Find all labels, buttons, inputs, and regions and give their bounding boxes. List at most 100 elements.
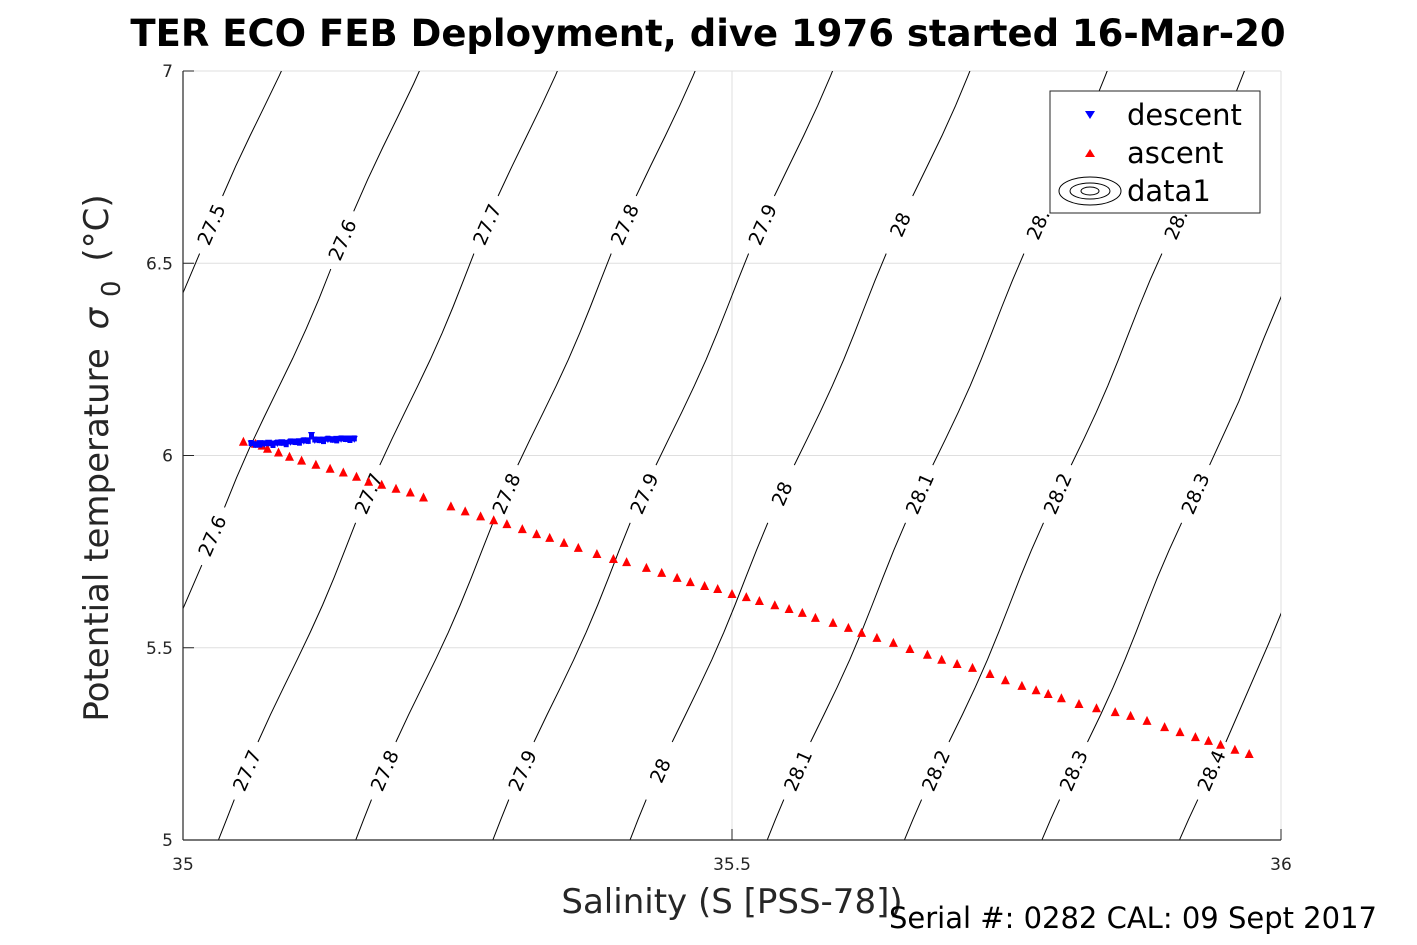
- ascent-point: [1160, 722, 1170, 732]
- legend-contour-icon: [1058, 176, 1122, 206]
- isopycnal-line: [224, 268, 332, 508]
- ascent-point: [608, 554, 618, 563]
- descent-point-fill: [321, 438, 326, 445]
- descent-point-fill: [351, 435, 357, 442]
- descent-point-fill: [309, 433, 314, 440]
- isopycnal-line: [379, 253, 475, 466]
- ascent-point: [446, 501, 456, 511]
- y-tick-label: 5.5: [146, 639, 173, 659]
- tick-labels: 5 5.5 6 6.5 7 35 35.5 36: [146, 62, 1292, 875]
- isopycnal-line: [932, 253, 1025, 466]
- serial-cal-footer: Serial #: 0282 CAL: 09 Sept 2017: [889, 901, 1377, 935]
- isopycnal-line: [395, 522, 494, 743]
- ascent-series: [238, 436, 1254, 758]
- ascent-point: [770, 600, 780, 610]
- ascent-point: [872, 632, 882, 642]
- ascent-point: [657, 567, 667, 577]
- y-axis-label-subscript: 0: [97, 280, 127, 297]
- isopycnal-line: [671, 522, 769, 743]
- descent-point-fill: [301, 437, 307, 444]
- ascent-point: [364, 476, 374, 486]
- ascent-point: [641, 562, 651, 572]
- y-tick-label: 7: [162, 62, 173, 82]
- isopycnal-line: [1070, 253, 1163, 466]
- descent-point-fill: [312, 436, 318, 443]
- descent-point-fill: [266, 440, 272, 447]
- ascent-point: [1092, 703, 1101, 713]
- isopycnal-line: [948, 522, 1044, 743]
- ascent-point: [476, 511, 486, 521]
- descent-point-fill: [248, 440, 254, 446]
- ascent-point: [700, 581, 710, 590]
- ascent-point: [1110, 707, 1120, 717]
- isopycnal-line: [655, 253, 750, 466]
- isopycnal-line: [257, 522, 357, 743]
- ascent-point: [828, 617, 838, 627]
- isopycnal-line: [1178, 799, 1199, 840]
- ascent-point: [338, 467, 348, 477]
- ascent-point: [685, 577, 695, 587]
- ascent-point: [727, 589, 737, 598]
- ascent-point: [325, 463, 335, 473]
- ascent-point: [285, 451, 294, 461]
- y-axis-label: Potential temperature σ 0 (°C): [77, 194, 127, 721]
- ascent-point: [1043, 689, 1053, 698]
- isopycnal-line: [912, 71, 971, 197]
- isopycnal-line: [766, 799, 785, 840]
- descent-point-fill: [334, 437, 340, 444]
- ascent-point: [797, 607, 807, 617]
- ascent-point: [532, 529, 542, 539]
- axes-frame: [182, 70, 1282, 841]
- ascent-point: [985, 669, 995, 678]
- ascent-point: [1126, 710, 1136, 720]
- ascent-point: [968, 662, 977, 672]
- ascent-point: [1175, 727, 1185, 737]
- ascent-point: [922, 649, 932, 659]
- y-tick-label: 6: [162, 447, 173, 467]
- descent-series: [247, 432, 358, 449]
- isopycnal-line: [903, 799, 923, 840]
- legend-ascent-label: ascent: [1127, 136, 1223, 170]
- descent-point-fill: [257, 441, 263, 448]
- ascent-point: [419, 492, 428, 502]
- legend-descent-label: descent: [1127, 98, 1242, 132]
- x-tick-label: 35: [172, 855, 194, 875]
- legend: descent ascent data1: [1049, 90, 1261, 214]
- ascent-point: [622, 557, 632, 567]
- ascent-point: [1216, 739, 1226, 749]
- ascent-point: [713, 584, 723, 593]
- isopycnal-line: [635, 71, 696, 197]
- ascent-point: [741, 592, 751, 602]
- ascent-point: [1190, 732, 1200, 742]
- isopycnal-line: [492, 799, 510, 840]
- y-axis-label-text: Potential temperature: [77, 348, 117, 721]
- ascent-point: [1142, 715, 1152, 725]
- descent-point-fill: [325, 435, 331, 442]
- isopycnal-line: [1041, 799, 1061, 840]
- y-tick-label: 6.5: [146, 254, 173, 274]
- ascent-point: [297, 455, 307, 465]
- isopycnal-line: [353, 71, 420, 212]
- ascent-point: [937, 654, 947, 664]
- ascent-point: [1017, 680, 1027, 690]
- descent-point-fill: [288, 438, 294, 445]
- ascent-point: [545, 532, 555, 542]
- ascent-point: [888, 637, 898, 647]
- ascent-point: [810, 612, 820, 622]
- descent-point-fill: [292, 439, 298, 445]
- ascent-point: [592, 549, 602, 558]
- ascent-point: [1056, 693, 1066, 703]
- isopycnal-line: [517, 253, 612, 466]
- x-axis-label: Salinity (S [PSS-78]): [561, 882, 902, 922]
- descent-point-fill: [279, 439, 285, 446]
- ascent-point: [460, 506, 470, 516]
- chart-title: TER ECO FEB Deployment, dive 1976 starte…: [130, 12, 1285, 55]
- descent-point-fill: [283, 441, 289, 448]
- isopycnal-line: [217, 799, 235, 840]
- descent-point-fill: [261, 440, 267, 447]
- descent-point-fill: [270, 442, 276, 448]
- isopycnal-line: [355, 799, 372, 840]
- isopycnal-line: [629, 799, 647, 840]
